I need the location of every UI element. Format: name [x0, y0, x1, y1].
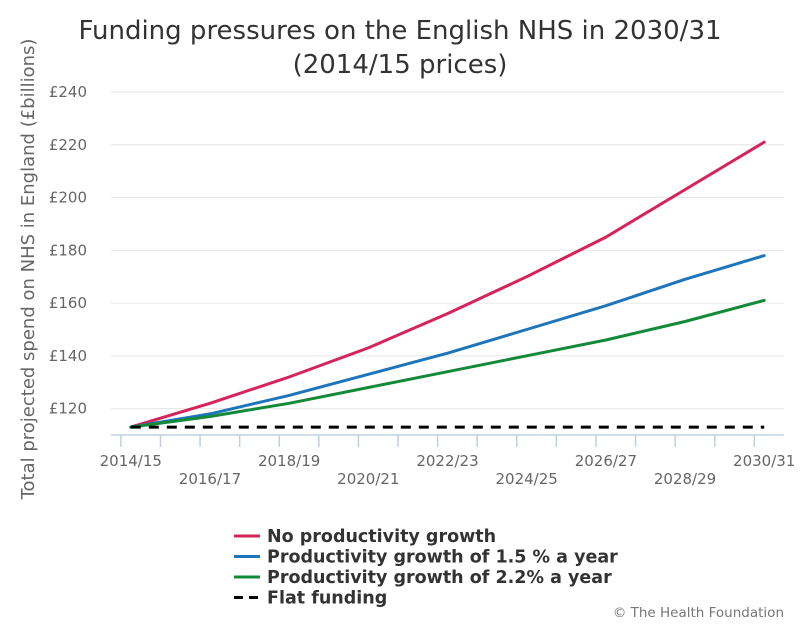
- x-tick-label: 2018/19: [258, 452, 320, 470]
- y-tick-label: £240: [49, 83, 87, 101]
- x-tick-label: 2020/21: [337, 470, 399, 488]
- x-tick-label: 2016/17: [179, 470, 241, 488]
- x-tick-label: 2026/27: [575, 452, 637, 470]
- y-axis-ticks: £120 £140 £160 £180 £200 £220 £240: [49, 83, 87, 418]
- legend-label: Productivity growth of 1.5 % a year: [267, 548, 618, 568]
- series-line-2: [129, 298, 766, 429]
- series-line-0: [129, 140, 766, 429]
- y-tick-label: £200: [49, 189, 87, 207]
- series-lines: [129, 140, 766, 429]
- legend-item[interactable]: Productivity growth of 1.5 % a year: [234, 548, 618, 568]
- x-tick-label: 2028/29: [654, 470, 716, 488]
- y-tick-label: £120: [49, 400, 87, 418]
- y-tick-label: £220: [49, 136, 87, 154]
- y-tick-label: £160: [49, 294, 87, 312]
- chart-title-line-1: Funding pressures on the English NHS in …: [78, 16, 721, 46]
- x-tick-label: 2014/15: [100, 452, 162, 470]
- y-axis-label: Total projected spend on NHS in England …: [18, 39, 39, 501]
- x-tick-label: 2024/25: [496, 470, 558, 488]
- y-tick-label: £140: [49, 347, 87, 365]
- x-axis: 2014/15 2016/17 2018/19 2020/21 2022/23 2024/…: [100, 434, 795, 488]
- legend-label: Productivity growth of 2.2% a year: [267, 568, 612, 588]
- gridlines: [111, 91, 784, 410]
- legend-label: Flat funding: [267, 589, 387, 609]
- legend-label: No productivity growth: [267, 527, 496, 547]
- y-tick-label: £180: [49, 241, 87, 259]
- legend-item[interactable]: No productivity growth: [234, 527, 496, 547]
- x-tick-label: 2022/23: [416, 452, 478, 470]
- x-tick-label: 2030/31: [733, 452, 795, 470]
- series-line-1: [129, 254, 766, 429]
- legend-item[interactable]: Productivity growth of 2.2% a year: [234, 568, 612, 588]
- chart-title-line-2: (2014/15 prices): [293, 50, 508, 80]
- source-credit: © The Health Foundation: [613, 605, 784, 621]
- legend-item[interactable]: Flat funding: [234, 589, 387, 609]
